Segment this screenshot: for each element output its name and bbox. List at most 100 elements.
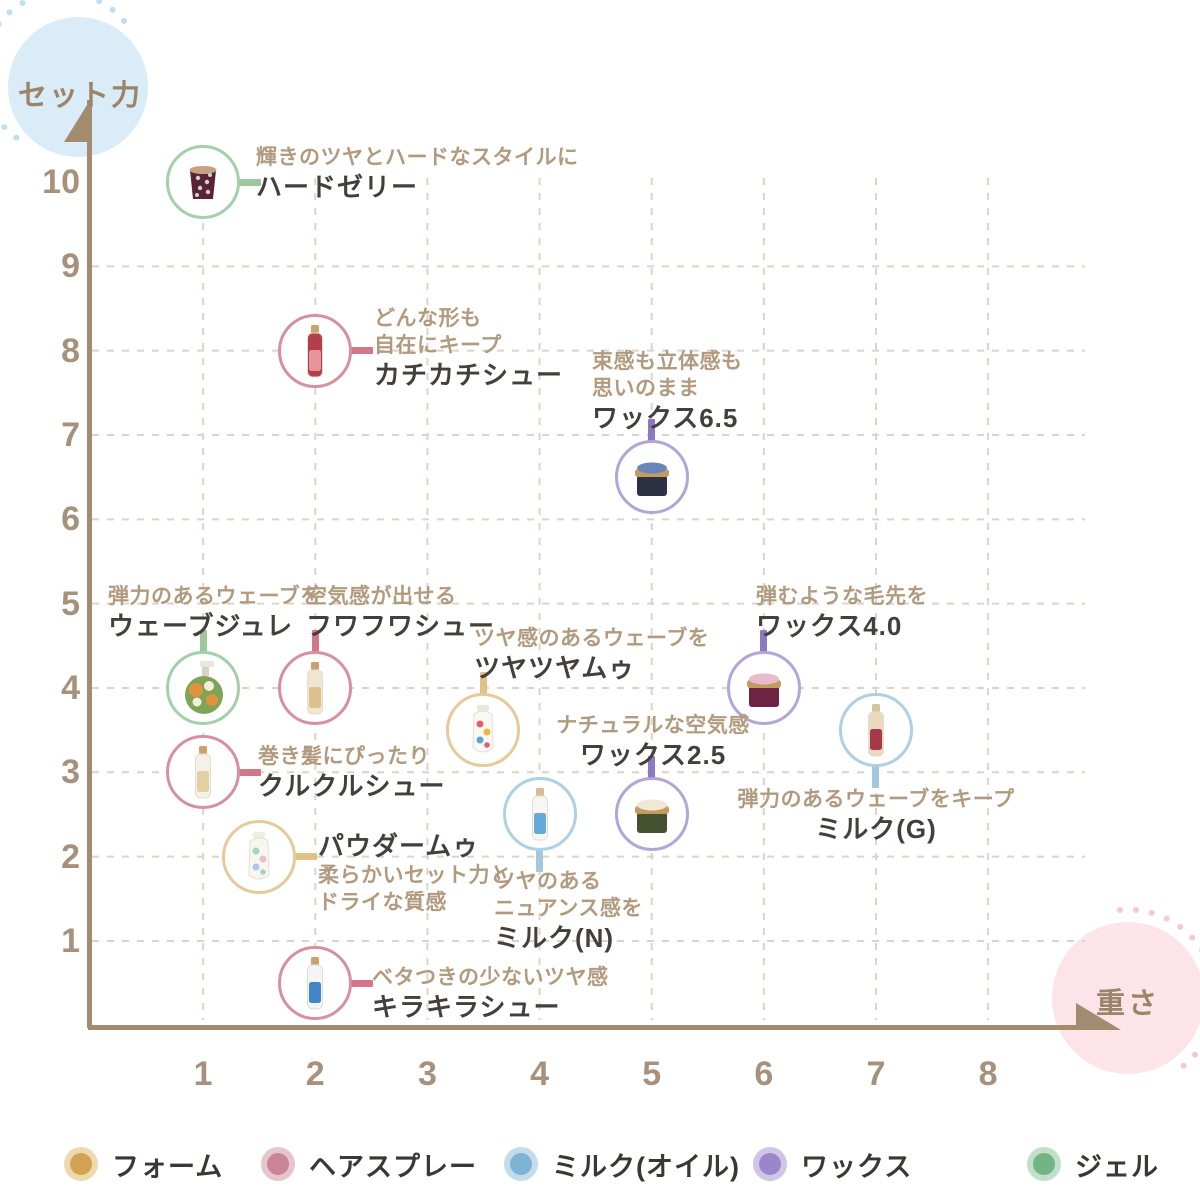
- cup-product-icon: [189, 166, 217, 199]
- product-label-wax-40: 弾むような毛先を ワックス4.0: [756, 583, 928, 642]
- x-axis-badge-dotted-arc: [1117, 906, 1200, 1073]
- bottle-product-icon: [867, 704, 884, 757]
- jar-product-icon: [634, 462, 669, 497]
- product-name: ワックス6.5: [592, 403, 739, 433]
- y-tick: 3: [61, 753, 80, 792]
- y-tick: 4: [61, 668, 80, 707]
- product-description: 思いのまま: [592, 377, 700, 400]
- y-axis-arrow-icon: [64, 97, 92, 142]
- legend-item-foam: フォーム: [64, 1146, 223, 1182]
- legend-item-wax: ワックス: [753, 1146, 912, 1182]
- y-tick: 5: [61, 584, 80, 623]
- legend-label: ミルク(オイル): [552, 1151, 740, 1182]
- bottle-product-icon: [307, 957, 324, 1010]
- legend-label: フォーム: [112, 1151, 224, 1182]
- label-connector: [311, 629, 319, 654]
- product-marker-wax-40: [726, 650, 801, 725]
- product-name: カチカチシュー: [374, 360, 564, 390]
- product-description: ツヤ感のあるウェーブを: [474, 627, 710, 650]
- product-description: 空気感が出せる: [306, 585, 457, 608]
- product-marker-kachikachi-chou: [278, 313, 353, 388]
- x-tick: 2: [305, 1055, 325, 1093]
- bottle-product-icon: [307, 324, 324, 378]
- product-label-kurukuru-chou: 巻き髪にぴったりクルクルシュー: [258, 743, 445, 802]
- product-description: ベタつきの少ないツヤ感: [372, 966, 609, 989]
- label-connector: [872, 764, 880, 789]
- bottle-product-icon: [195, 746, 212, 799]
- product-description: ツヤのある: [494, 870, 602, 893]
- legend-item-gel: ジェル: [1027, 1146, 1159, 1182]
- product-marker-milk-g: [838, 693, 913, 768]
- y-tick: 7: [61, 415, 80, 454]
- product-name: パウダームゥ: [318, 831, 480, 861]
- product-description: ニュアンス感を: [494, 897, 643, 920]
- product-marker-powder-mou: [222, 819, 297, 894]
- product-marker-hard-jelly: [166, 145, 241, 219]
- legend-item-milk: ミルク(オイル): [504, 1146, 740, 1182]
- product-name: ワックス2.5: [579, 740, 727, 770]
- legend-label: ヘアスプレー: [309, 1151, 477, 1182]
- label-connector: [536, 848, 544, 873]
- x-tick: 8: [978, 1055, 998, 1093]
- x-tick: 5: [642, 1055, 662, 1093]
- product-marker-fuwafuwa-chou: [278, 650, 353, 725]
- product-marker-wave-jure: [166, 650, 241, 725]
- x-tick: 1: [193, 1055, 213, 1093]
- legend-item-spray: ヘアスプレー: [261, 1146, 477, 1182]
- y-tick: 10: [42, 163, 80, 201]
- product-description: 巻き髪にぴったり: [258, 745, 430, 768]
- product-description: 輝きのツヤとハードなスタイルに: [256, 146, 579, 169]
- product-label-wave-jure: 弾力のあるウェーブをウェーブジュレ: [108, 583, 322, 642]
- y-axis-badge-circle: [8, 17, 148, 157]
- label-connector: [293, 853, 318, 861]
- product-description: 束感も立体感も: [592, 350, 743, 373]
- product-name: ツヤツヤムゥ: [474, 653, 636, 683]
- x-tick: 6: [754, 1055, 774, 1093]
- product-marker-milk-n: [502, 777, 577, 852]
- product-label-milk-g: 弾力のあるウェーブをキープミルク(G): [656, 786, 1096, 845]
- blob-product-icon: [472, 705, 494, 753]
- legend-dot-icon: [510, 1153, 532, 1175]
- product-label-fuwafuwa-chou: 空気感が出せるフワフワシュー: [306, 583, 495, 642]
- label-connector: [237, 178, 262, 186]
- y-tick: 6: [61, 500, 80, 539]
- product-name: ハードゼリー: [256, 172, 419, 202]
- product-name: クルクルシュー: [258, 771, 446, 801]
- product-name: フワフワシュー: [306, 611, 496, 641]
- x-axis-arrow-icon: [1076, 1003, 1121, 1030]
- product-description: ドライな質感: [318, 891, 447, 914]
- jar-product-icon: [746, 673, 781, 707]
- label-connector: [237, 768, 262, 776]
- product-label-wax-65: 束感も立体感も 思いのままワックス6.5: [592, 348, 743, 434]
- product-description: 弾力のあるウェーブを: [108, 585, 322, 608]
- product-description: 弾力のあるウェーブをキープ: [737, 788, 1015, 811]
- product-name: ミルク(G): [815, 814, 937, 844]
- label-connector: [349, 979, 374, 987]
- y-tick: 2: [61, 837, 80, 876]
- y-axis-line: [87, 100, 92, 1028]
- product-description: 柔らかいセット力と: [318, 864, 512, 887]
- x-axis-badge-circle: [1052, 922, 1200, 1074]
- pump-product-icon: [185, 660, 224, 714]
- x-tick: 3: [417, 1055, 437, 1093]
- blob-product-icon: [248, 831, 270, 880]
- x-axis-title: 重さ: [1095, 988, 1160, 1020]
- product-name: ミルク(N): [494, 923, 615, 953]
- label-connector: [648, 419, 656, 444]
- jar-product-icon: [634, 799, 669, 834]
- legend-label: ジェル: [1075, 1151, 1159, 1182]
- product-description: どんな形も: [374, 307, 482, 330]
- y-tick: 8: [61, 331, 80, 370]
- product-description: 自在にキープ: [374, 334, 502, 357]
- y-tick: 9: [61, 247, 80, 286]
- product-label-milk-n: ツヤのあるニュアンス感をミルク(N): [494, 868, 643, 954]
- bottle-product-icon: [531, 788, 548, 841]
- product-name: ウェーブジュレ: [108, 611, 294, 641]
- x-tick: 4: [530, 1055, 549, 1093]
- legend-dot-icon: [70, 1153, 92, 1175]
- x-tick: 7: [866, 1055, 886, 1093]
- product-marker-wax-25: [614, 777, 689, 852]
- label-connector: [760, 629, 768, 654]
- label-connector: [479, 672, 487, 697]
